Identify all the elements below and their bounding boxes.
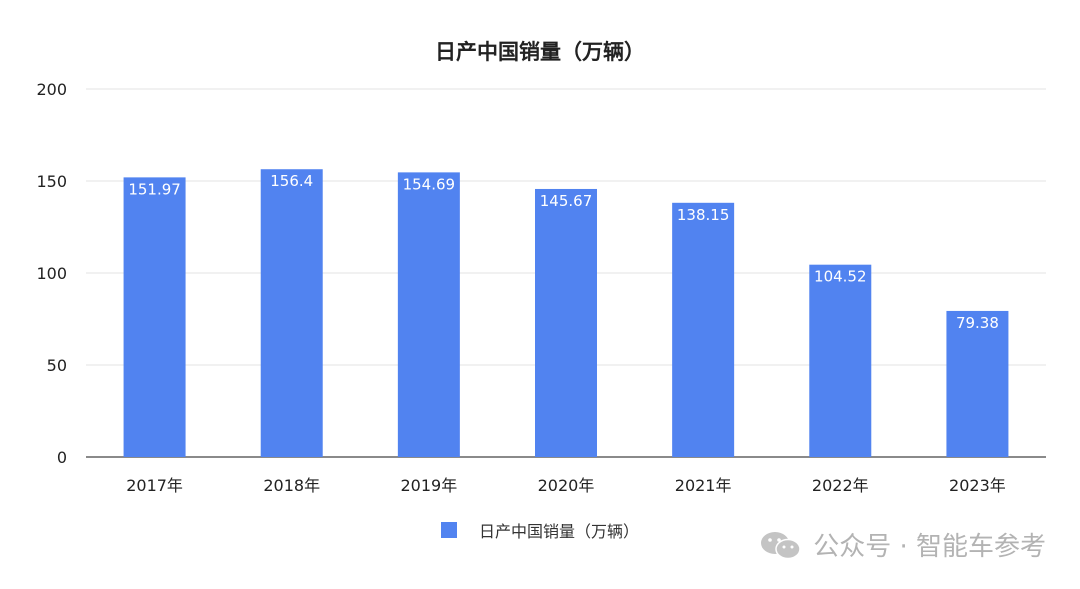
wechat-icon bbox=[761, 531, 801, 559]
legend-label: 日产中国销量（万辆） bbox=[478, 522, 639, 541]
y-tick-label: 0 bbox=[57, 448, 67, 467]
bar bbox=[946, 310, 1009, 457]
x-tick-label: 2020年 bbox=[538, 476, 595, 495]
bar-value-label: 138.15 bbox=[677, 206, 730, 224]
x-axis-ticks: 2017年 2018年 2019年 2020年 2021年 2022年 2023年 bbox=[126, 476, 1006, 495]
bar-value-label: 151.97 bbox=[128, 180, 181, 198]
watermark-text: 公众号 · 智能车参考 bbox=[813, 532, 1046, 562]
bar-value-label: 145.67 bbox=[540, 192, 593, 210]
bar bbox=[809, 264, 872, 457]
bar bbox=[123, 177, 186, 458]
y-tick-label: 100 bbox=[36, 264, 67, 283]
y-axis-ticks: 0 50 100 150 200 bbox=[36, 80, 67, 467]
bars: 151.97 156.4 154.69 145.67 138.15 104.52 79.38 bbox=[123, 169, 1009, 458]
bar bbox=[397, 172, 460, 457]
y-tick-label: 150 bbox=[36, 172, 67, 191]
legend-swatch bbox=[440, 522, 457, 538]
bar bbox=[260, 169, 323, 457]
bar bbox=[672, 202, 735, 457]
x-tick-label: 2022年 bbox=[812, 476, 869, 495]
y-tick-label: 50 bbox=[47, 356, 67, 375]
legend: 日产中国销量（万辆） bbox=[0, 518, 1080, 542]
bar-value-label: 154.69 bbox=[403, 175, 456, 193]
bar-value-label: 104.52 bbox=[814, 268, 867, 286]
y-tick-label: 200 bbox=[36, 80, 67, 99]
bar-value-label: 156.4 bbox=[270, 172, 313, 190]
x-tick-label: 2017年 bbox=[126, 476, 183, 495]
bar-value-label: 79.38 bbox=[956, 314, 999, 332]
x-tick-label: 2023年 bbox=[949, 476, 1006, 495]
chart-title: 日产中国销量（万辆） bbox=[435, 40, 645, 64]
watermark: 公众号 · 智能车参考 bbox=[759, 526, 1046, 563]
bar bbox=[535, 188, 597, 457]
x-tick-label: 2021年 bbox=[675, 476, 732, 495]
x-tick-label: 2019年 bbox=[400, 476, 457, 495]
x-tick-label: 2018年 bbox=[263, 476, 320, 495]
